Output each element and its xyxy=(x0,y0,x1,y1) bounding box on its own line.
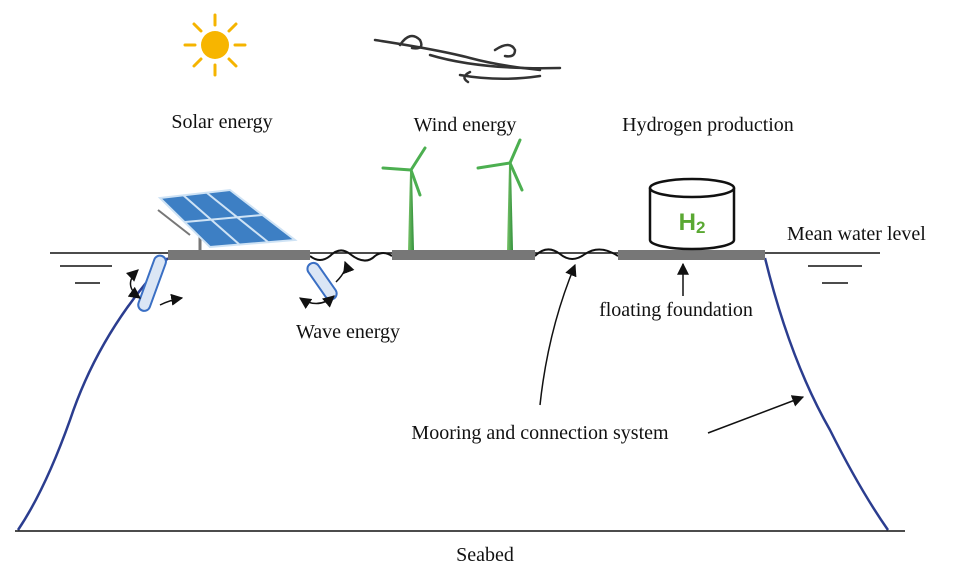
seabed-label: Seabed xyxy=(456,544,514,566)
diagram: Solar energy Wind energy Hydrogen produc… xyxy=(0,0,961,566)
foundation-label: floating foundation xyxy=(599,299,753,321)
wind-label: Wind energy xyxy=(414,114,517,136)
mooring-label: Mooring and connection system xyxy=(411,422,669,444)
floating-platforms xyxy=(168,250,765,260)
sun-icon xyxy=(185,15,245,75)
wind-turbines xyxy=(383,140,522,250)
wave-devices xyxy=(130,254,345,313)
hydrogen-label: Hydrogen production xyxy=(622,114,794,136)
solar-panel xyxy=(158,190,295,250)
wave-label: Wave energy xyxy=(296,321,400,343)
hydrogen-tank: H2 xyxy=(650,179,734,249)
wind-icon xyxy=(375,36,560,82)
h2-symbol: H xyxy=(679,209,696,236)
pointer-arrows xyxy=(540,264,803,433)
water-level-label: Mean water level xyxy=(787,223,926,245)
h2-subscript: 2 xyxy=(696,218,705,237)
solar-label: Solar energy xyxy=(171,111,272,133)
